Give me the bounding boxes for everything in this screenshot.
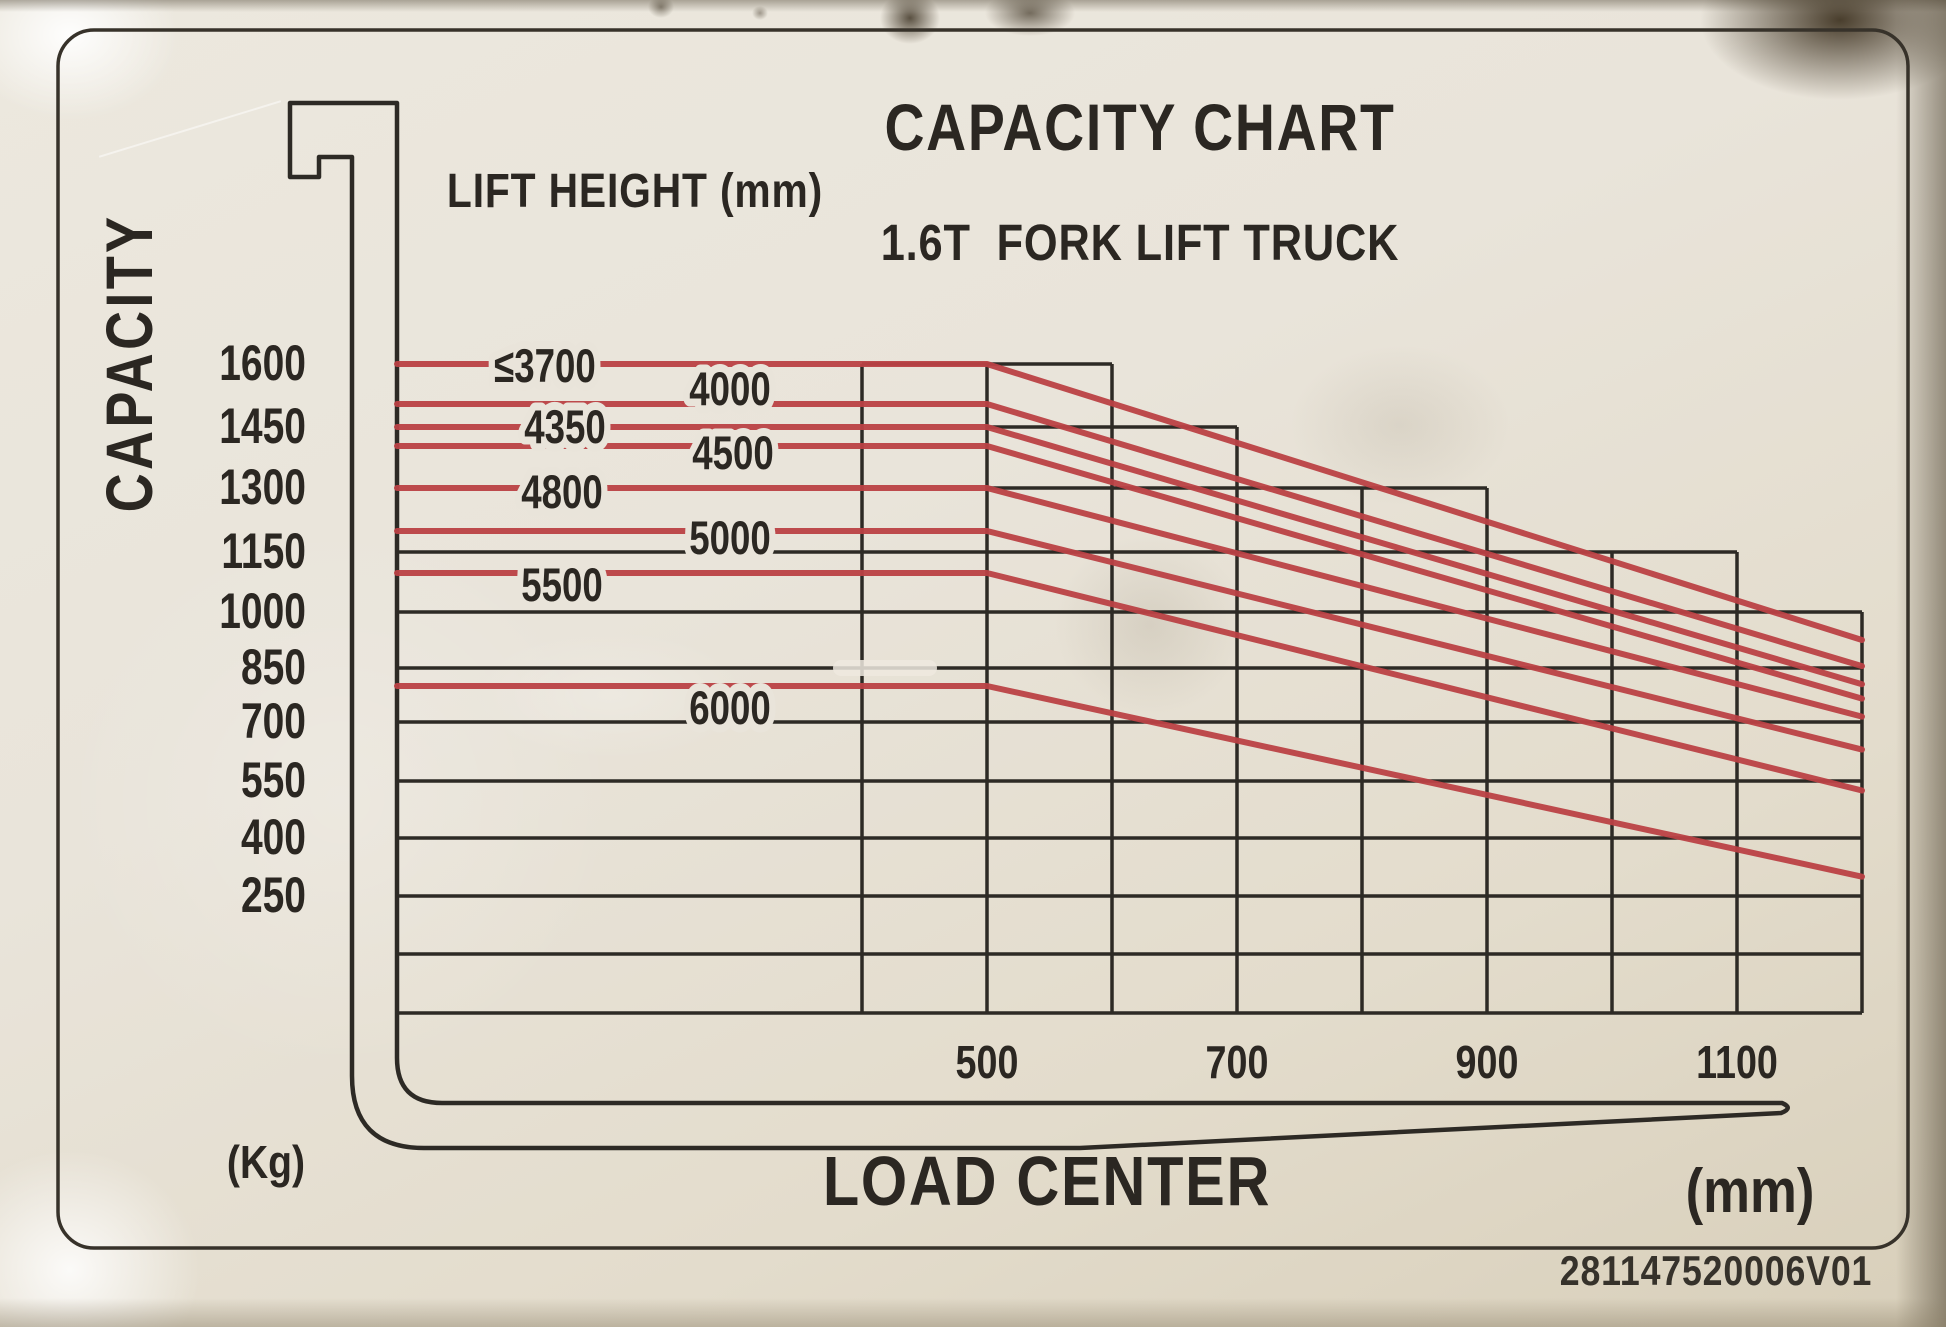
curve-label: 5500 — [521, 559, 603, 611]
capacity-curve — [394, 424, 1865, 688]
capacity-curve — [394, 683, 1865, 880]
capacity-curve — [394, 401, 1865, 670]
x-tick-label: 900 — [1456, 1036, 1519, 1087]
x-axis-title: LOAD CENTER — [823, 1141, 1271, 1220]
curves-layer — [394, 361, 1865, 880]
y-tick-label: 250 — [241, 866, 306, 923]
y-tick-label: 1300 — [219, 458, 306, 515]
curve-label: ≤3700 — [494, 340, 596, 392]
y-axis-title: CAPACITY — [92, 214, 166, 513]
y-tick-label: 1600 — [219, 334, 306, 391]
photo-scuff — [833, 660, 937, 676]
label-border — [56, 28, 1910, 1250]
y-tick-label: 1000 — [219, 582, 306, 639]
capacity-curve — [394, 443, 1865, 702]
chart-title: CAPACITY CHART — [884, 90, 1395, 164]
x-tick-label: 1100 — [1696, 1036, 1778, 1087]
capacity-curve — [394, 570, 1865, 794]
y-axis-unit: (Kg) — [227, 1137, 305, 1189]
curve-label: 4350 — [524, 401, 606, 453]
y-tick-label: 700 — [241, 692, 306, 749]
curve-label: 4500 — [692, 427, 774, 479]
chart-subtitle: 1.6T FORK LIFT TRUCK — [881, 215, 1400, 272]
curve-label: 5000 — [689, 512, 771, 564]
capacity-curve — [394, 361, 1865, 643]
curve-label: 4000 — [689, 363, 771, 415]
curve-label: 4800 — [521, 466, 603, 518]
capacity-curve — [394, 485, 1865, 720]
capacity-curve — [394, 528, 1865, 753]
y-tick-label: 850 — [241, 638, 306, 695]
y-tick-label: 550 — [241, 751, 306, 808]
y-tick-label: 400 — [241, 808, 306, 865]
serial-number: 281147520006V01 — [1560, 1248, 1872, 1294]
y-tick-label: 1150 — [221, 522, 306, 579]
curve-label: 6000 — [689, 682, 771, 734]
fork-outline-icon — [287, 100, 1790, 1151]
lift-height-axis-title: LIFT HEIGHT (mm) — [447, 165, 823, 218]
x-axis-unit: (mm) — [1686, 1157, 1815, 1226]
grid-layer — [397, 362, 1864, 1015]
x-tick-label: 700 — [1206, 1036, 1269, 1087]
y-tick-label: 1450 — [219, 397, 306, 454]
x-tick-label: 500 — [956, 1036, 1019, 1087]
